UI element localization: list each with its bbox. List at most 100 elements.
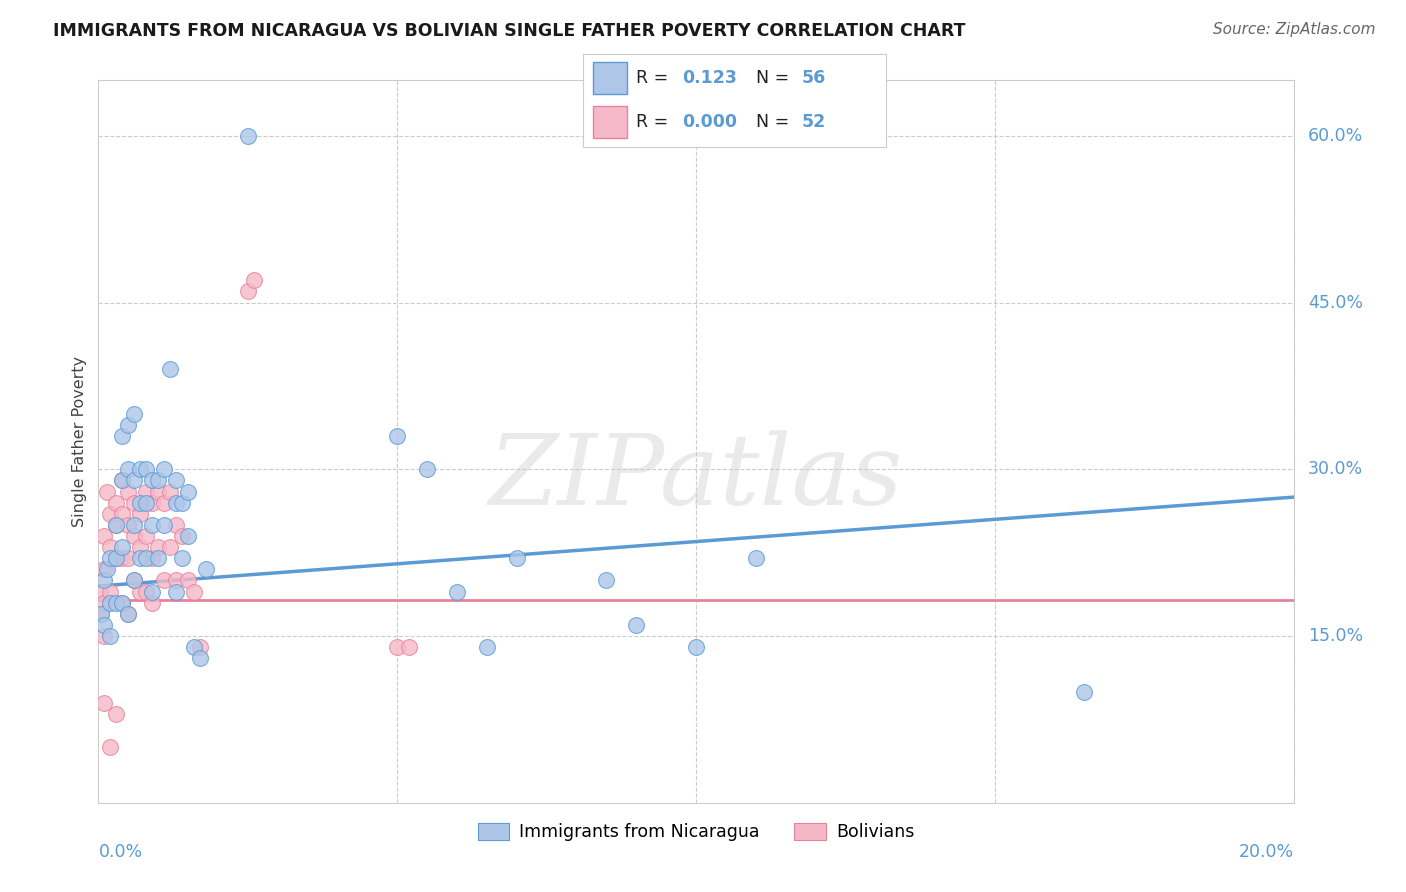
Text: 0.123: 0.123 bbox=[682, 69, 737, 87]
Point bbox=[124, 574, 146, 588]
Text: ZIPatlas: ZIPatlas bbox=[489, 430, 903, 525]
Point bbox=[159, 484, 181, 499]
FancyBboxPatch shape bbox=[592, 62, 627, 94]
Point bbox=[117, 484, 139, 499]
Point bbox=[105, 551, 128, 566]
Point bbox=[93, 574, 115, 588]
Text: Source: ZipAtlas.com: Source: ZipAtlas.com bbox=[1212, 22, 1375, 37]
Text: IMMIGRANTS FROM NICARAGUA VS BOLIVIAN SINGLE FATHER POVERTY CORRELATION CHART: IMMIGRANTS FROM NICARAGUA VS BOLIVIAN SI… bbox=[53, 22, 966, 40]
Point bbox=[165, 496, 187, 510]
Point bbox=[98, 584, 122, 599]
Point bbox=[165, 584, 187, 599]
Point bbox=[595, 574, 617, 588]
Point bbox=[111, 540, 134, 554]
Point bbox=[141, 474, 163, 488]
Point bbox=[135, 462, 157, 476]
Point bbox=[90, 607, 112, 621]
Point bbox=[153, 496, 176, 510]
Point bbox=[111, 474, 134, 488]
Point bbox=[129, 584, 152, 599]
Point bbox=[188, 651, 211, 665]
Point bbox=[153, 574, 176, 588]
Point bbox=[98, 629, 122, 643]
Point bbox=[165, 574, 187, 588]
Point bbox=[159, 540, 181, 554]
Point bbox=[135, 496, 157, 510]
Point bbox=[195, 562, 218, 576]
Point bbox=[148, 484, 170, 499]
Point bbox=[117, 462, 139, 476]
Point bbox=[385, 640, 409, 655]
Legend: Immigrants from Nicaragua, Bolivians: Immigrants from Nicaragua, Bolivians bbox=[471, 815, 921, 848]
Point bbox=[93, 618, 115, 632]
Point bbox=[105, 551, 128, 566]
Point bbox=[93, 529, 115, 543]
Point bbox=[124, 517, 146, 532]
Point bbox=[148, 551, 170, 566]
Point bbox=[111, 429, 134, 443]
Point bbox=[165, 517, 187, 532]
Point bbox=[124, 496, 146, 510]
Point bbox=[177, 484, 200, 499]
Point bbox=[105, 517, 128, 532]
Point bbox=[129, 496, 152, 510]
Point bbox=[148, 540, 170, 554]
Text: 60.0%: 60.0% bbox=[1308, 127, 1362, 145]
Point bbox=[135, 551, 157, 566]
Point bbox=[141, 584, 163, 599]
Point bbox=[93, 629, 115, 643]
Point bbox=[117, 607, 139, 621]
Point bbox=[183, 640, 205, 655]
Point bbox=[124, 407, 146, 421]
Point bbox=[177, 574, 200, 588]
Point bbox=[129, 540, 152, 554]
Point bbox=[1073, 684, 1095, 698]
Point bbox=[105, 706, 128, 721]
Point bbox=[111, 474, 134, 488]
Text: N =: N = bbox=[756, 69, 789, 87]
Point bbox=[111, 507, 134, 521]
Point bbox=[117, 417, 139, 432]
Point bbox=[172, 529, 194, 543]
Point bbox=[98, 596, 122, 610]
Point bbox=[416, 462, 439, 476]
Point bbox=[124, 474, 146, 488]
Point bbox=[141, 517, 163, 532]
Point bbox=[177, 529, 200, 543]
Point bbox=[129, 507, 152, 521]
Point bbox=[626, 618, 648, 632]
Point bbox=[117, 607, 139, 621]
Point bbox=[105, 496, 128, 510]
Point bbox=[153, 462, 176, 476]
Text: R =: R = bbox=[637, 113, 669, 131]
Point bbox=[385, 429, 409, 443]
Point bbox=[188, 640, 211, 655]
Point bbox=[117, 551, 139, 566]
Point bbox=[148, 474, 170, 488]
Text: R =: R = bbox=[637, 69, 669, 87]
Point bbox=[98, 540, 122, 554]
Point bbox=[475, 640, 498, 655]
Point bbox=[111, 596, 134, 610]
Point bbox=[93, 696, 115, 710]
Text: 0.000: 0.000 bbox=[682, 113, 737, 131]
Point bbox=[98, 740, 122, 755]
Point bbox=[183, 584, 205, 599]
Point bbox=[446, 584, 468, 599]
Point bbox=[141, 551, 163, 566]
Point bbox=[93, 562, 115, 576]
Point bbox=[398, 640, 420, 655]
Point bbox=[745, 551, 768, 566]
Point bbox=[172, 551, 194, 566]
Point bbox=[141, 596, 163, 610]
Point bbox=[96, 484, 118, 499]
Text: 30.0%: 30.0% bbox=[1308, 460, 1362, 478]
Point bbox=[129, 551, 152, 566]
Point bbox=[506, 551, 529, 566]
Point bbox=[135, 529, 157, 543]
Point bbox=[236, 285, 259, 299]
Text: 56: 56 bbox=[801, 69, 825, 87]
Text: 52: 52 bbox=[801, 113, 825, 131]
Point bbox=[685, 640, 707, 655]
Text: 0.0%: 0.0% bbox=[98, 843, 142, 861]
